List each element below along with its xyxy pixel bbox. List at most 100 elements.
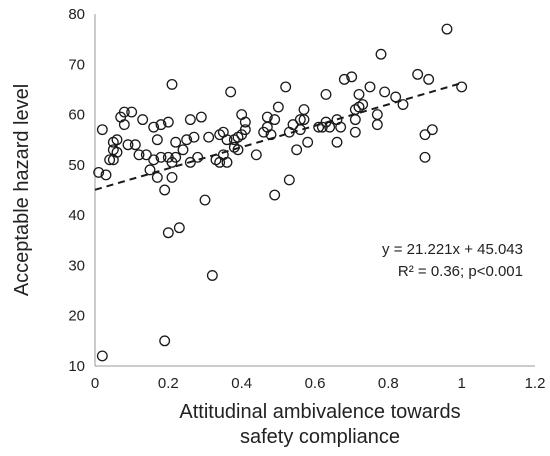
data-point xyxy=(126,106,138,118)
data-point xyxy=(111,146,123,158)
data-point xyxy=(302,136,314,148)
data-point xyxy=(118,106,130,118)
data-point xyxy=(349,114,361,126)
data-point xyxy=(320,89,332,100)
data-point xyxy=(144,164,156,176)
x-axis-title-line-1: Attitudinal ambivalence towards xyxy=(179,401,460,423)
data-point xyxy=(331,136,343,148)
data-point xyxy=(122,139,134,151)
y-tick-label: 50 xyxy=(68,157,85,174)
data-point xyxy=(412,68,424,80)
x-tick-label: 1.2 xyxy=(525,375,546,392)
data-point xyxy=(287,119,299,131)
data-point xyxy=(170,151,182,163)
data-point xyxy=(177,144,189,156)
data-point xyxy=(291,144,303,156)
data-point xyxy=(173,222,185,234)
data-point xyxy=(261,111,273,123)
data-point xyxy=(93,166,105,178)
y-tick-label: 80 xyxy=(68,6,85,23)
data-point xyxy=(239,124,251,136)
data-point xyxy=(181,134,193,146)
data-point xyxy=(232,144,244,156)
x-tick-label: 1 xyxy=(457,375,465,392)
data-point xyxy=(192,151,204,163)
data-point xyxy=(298,104,310,115)
data-point xyxy=(456,81,468,93)
y-tick-label: 10 xyxy=(68,358,85,375)
data-point xyxy=(357,99,369,110)
data-point xyxy=(162,227,174,239)
data-point xyxy=(118,119,130,131)
data-point xyxy=(371,109,383,121)
data-point xyxy=(379,86,391,98)
data-point xyxy=(225,86,237,98)
data-point xyxy=(133,149,145,161)
data-point xyxy=(170,136,182,148)
trendline xyxy=(94,82,462,191)
data-point xyxy=(269,114,281,126)
data-point xyxy=(111,134,123,146)
data-point xyxy=(96,124,108,136)
data-point xyxy=(96,350,108,362)
data-point xyxy=(272,101,284,113)
data-point xyxy=(375,48,387,60)
data-point xyxy=(353,89,365,100)
data-point xyxy=(184,156,196,168)
data-point xyxy=(313,121,325,133)
data-point xyxy=(151,171,163,183)
data-point xyxy=(239,116,251,128)
y-tick-label: 40 xyxy=(68,207,85,224)
data-point xyxy=(221,134,233,146)
data-point xyxy=(364,81,376,93)
data-point xyxy=(206,270,218,281)
data-point xyxy=(155,119,167,131)
x-tick-label: 0.6 xyxy=(305,375,326,392)
data-point xyxy=(166,78,178,90)
x-tick-label: 0.4 xyxy=(231,375,252,392)
x-tick-label: 0 xyxy=(91,375,99,392)
data-point xyxy=(199,194,211,206)
data-points xyxy=(93,23,468,362)
axes xyxy=(94,14,535,367)
y-tick-label: 60 xyxy=(68,107,85,124)
data-point xyxy=(184,114,196,126)
equation-label: y = 21.221x + 45.043 xyxy=(382,241,523,258)
data-point xyxy=(166,171,178,183)
r-squared-label: R² = 0.36; p<0.001 xyxy=(398,263,523,280)
data-point xyxy=(159,184,171,196)
data-point xyxy=(426,124,438,136)
data-point xyxy=(283,174,295,186)
data-point xyxy=(162,116,174,128)
data-point xyxy=(419,129,431,141)
data-point xyxy=(188,131,200,143)
data-point xyxy=(203,131,215,143)
y-tick-label: 70 xyxy=(68,56,85,73)
data-point xyxy=(419,151,431,163)
data-point xyxy=(159,335,171,347)
data-point xyxy=(137,114,149,126)
data-point xyxy=(269,189,281,201)
data-point xyxy=(423,73,435,85)
data-point xyxy=(129,139,141,151)
data-point xyxy=(104,154,116,166)
data-point xyxy=(195,111,207,123)
data-point xyxy=(151,134,163,146)
y-tick-labels: 10 20 30 40 50 60 70 80 xyxy=(68,6,85,375)
data-point xyxy=(100,169,112,181)
data-point xyxy=(155,151,167,163)
data-point xyxy=(338,73,350,85)
data-point xyxy=(280,81,292,93)
x-tick-label: 0.2 xyxy=(158,375,179,392)
y-axis-title: Acceptable hazard level xyxy=(11,84,33,296)
y-tick-label: 30 xyxy=(68,257,85,274)
data-point xyxy=(148,154,160,166)
data-point xyxy=(335,121,347,133)
data-point xyxy=(371,119,383,131)
x-tick-label: 0.8 xyxy=(378,375,399,392)
data-point xyxy=(441,23,453,35)
data-point xyxy=(250,149,262,161)
data-point xyxy=(346,71,358,83)
data-point xyxy=(221,156,233,168)
